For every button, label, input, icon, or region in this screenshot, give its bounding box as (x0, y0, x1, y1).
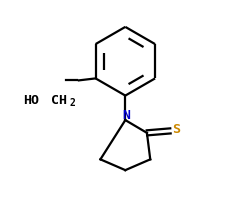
Text: HO: HO (23, 94, 39, 107)
Text: S: S (172, 123, 180, 136)
Text: CH: CH (51, 94, 67, 107)
Text: N: N (122, 109, 130, 122)
Text: 2: 2 (69, 99, 75, 108)
